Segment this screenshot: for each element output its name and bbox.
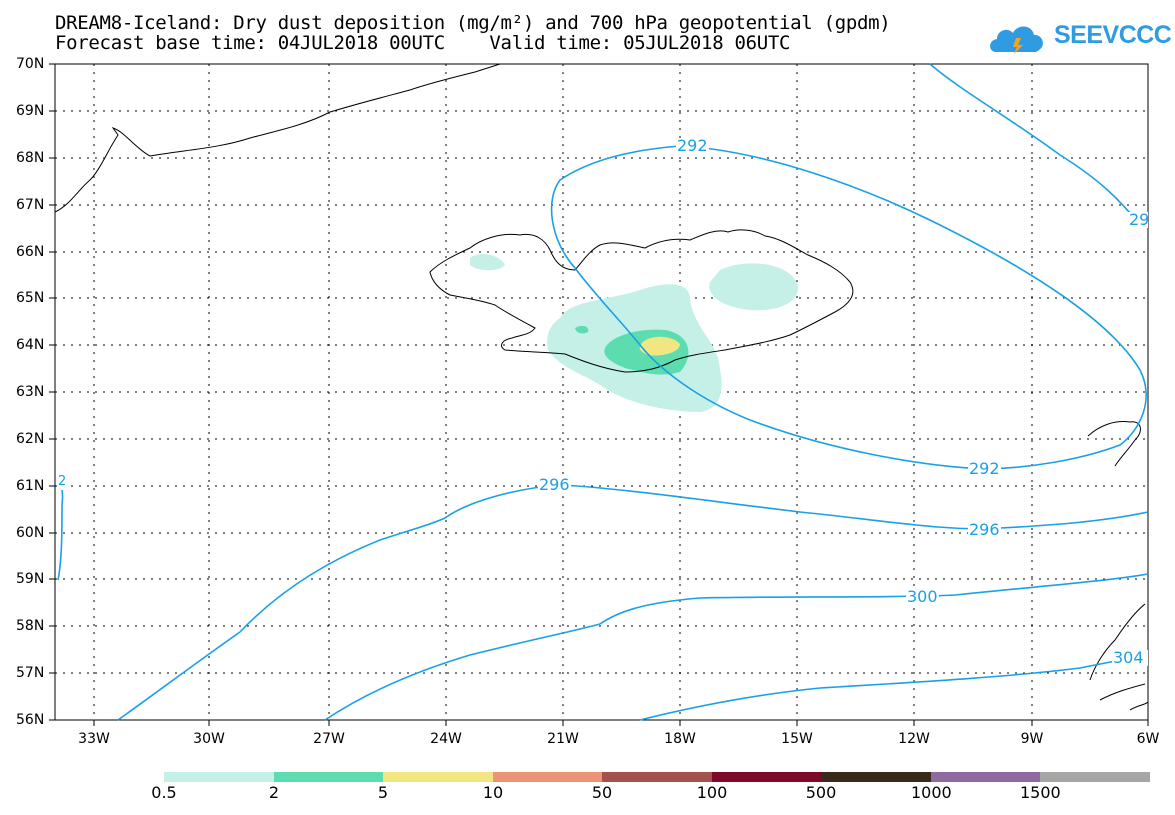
axis-ticks [49, 63, 1149, 726]
lat-tick-label: 64N [16, 337, 45, 353]
lon-tick-label: 27W [313, 731, 345, 747]
contour-label: 300 [906, 587, 939, 606]
colorbar-swatch [602, 772, 712, 782]
seevccc-logo [988, 18, 1148, 58]
lat-tick-label: 58N [16, 618, 45, 634]
forecast-time-line: Forecast base time: 04JUL2018 00UTC Vali… [55, 32, 791, 54]
chart-title: DREAM8-Iceland: Dry dust deposition (mg/… [55, 12, 891, 34]
colorbar-label: 50 [591, 783, 613, 802]
lon-tick-label: 6W [1136, 731, 1160, 747]
contour-label: 292 [676, 136, 709, 155]
colorbar-swatch [821, 772, 931, 782]
lat-tick-label: 67N [16, 197, 45, 213]
lon-tick-label: 21W [547, 731, 579, 747]
coastlines [54, 63, 1149, 711]
lon-tick-label: 9W [1020, 731, 1044, 747]
lat-tick-label: 70N [16, 56, 45, 72]
colorbar-swatch [931, 772, 1040, 782]
colorbar [164, 772, 1150, 782]
colorbar-label: 100 [696, 783, 728, 802]
colorbar-swatch [712, 772, 821, 782]
contour-label: 304 [1112, 650, 1148, 666]
lat-tick-label: 60N [16, 525, 45, 541]
lat-tick-label: 66N [16, 244, 45, 260]
colorbar-label: 1000 [911, 783, 952, 802]
lat-tick-label: 56N [16, 712, 45, 728]
lon-tick-label: 30W [193, 731, 225, 747]
lon-tick-label: 33W [78, 731, 110, 747]
lat-tick-label: 63N [16, 384, 45, 400]
contour-label: 292 [968, 459, 1001, 478]
contour-label: 296 [968, 520, 1001, 539]
colorbar-label: 10 [482, 783, 504, 802]
lon-tick-label: 18W [664, 731, 696, 747]
colorbar-label: 500 [805, 783, 837, 802]
colorbar-swatch [493, 772, 602, 782]
plot-frame [54, 63, 1149, 721]
contour-label: 292 [1128, 212, 1148, 228]
lon-tick-label: 12W [898, 731, 930, 747]
lat-tick-label: 61N [16, 478, 45, 494]
contour-label: 2 [57, 474, 71, 490]
lat-tick-label: 69N [16, 103, 45, 119]
colorbar-swatch [164, 772, 274, 782]
colorbar-swatch [274, 772, 383, 782]
colorbar-label: 0.5 [151, 783, 177, 802]
lon-tick-label: 24W [430, 731, 462, 747]
colorbar-swatch [383, 772, 493, 782]
colorbar-label: 2 [268, 783, 280, 802]
lat-tick-label: 59N [16, 571, 45, 587]
lat-tick-label: 57N [16, 665, 45, 681]
colorbar-swatch [1040, 772, 1150, 782]
lat-tick-label: 62N [16, 431, 45, 447]
logo-text: SEEVCCC [1054, 21, 1172, 49]
lat-tick-label: 68N [16, 150, 45, 166]
colorbar-label: 5 [377, 783, 389, 802]
cloud-icon [990, 26, 1043, 54]
colorbar-label: 1500 [1020, 783, 1061, 802]
lon-tick-label: 15W [781, 731, 813, 747]
contour-label: 296 [538, 475, 571, 494]
lat-tick-label: 65N [16, 290, 45, 306]
